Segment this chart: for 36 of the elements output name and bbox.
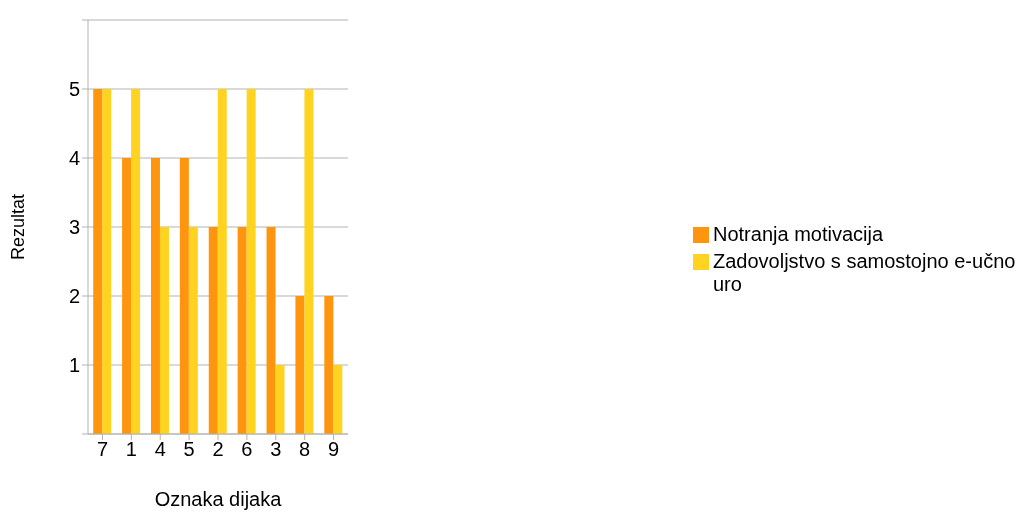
bar — [188, 227, 198, 434]
x-tick-label: 4 — [154, 438, 166, 461]
bar — [179, 158, 189, 434]
x-axis-title: Oznaka dijaka — [154, 488, 283, 510]
bar — [93, 89, 103, 434]
x-tick-label: 7 — [96, 438, 109, 461]
y-tick-label: 5 — [68, 78, 80, 101]
bar — [122, 158, 132, 434]
bar — [217, 89, 227, 434]
y-axis-title: Rezultat — [8, 193, 29, 261]
x-tick-label: 5 — [183, 438, 195, 461]
bar — [275, 365, 285, 434]
bar — [266, 227, 276, 434]
y-tick-label: 1 — [68, 354, 80, 377]
x-tick-label: 3 — [270, 438, 282, 461]
bar — [208, 227, 218, 434]
x-tick-label: 2 — [212, 438, 224, 461]
y-tick-label: 2 — [68, 285, 80, 308]
x-tick-label: 9 — [327, 438, 340, 461]
x-tick-label: 8 — [299, 438, 311, 461]
bar — [295, 296, 305, 434]
y-tick-label: 4 — [68, 147, 80, 170]
bar — [131, 89, 141, 434]
x-tick-label: 1 — [125, 438, 137, 461]
bar — [102, 89, 112, 434]
bar — [333, 365, 343, 434]
bar — [246, 89, 256, 434]
bar — [150, 158, 160, 434]
legend-label: Zadovoljstvo s samostojno e-učno uro — [713, 249, 1017, 296]
bar — [159, 227, 169, 434]
y-tick-label: 3 — [68, 216, 80, 239]
bar — [324, 296, 334, 434]
bar — [304, 89, 314, 434]
bar — [237, 227, 247, 434]
legend-label: Notranja motivacija — [713, 222, 884, 246]
x-tick-label: 6 — [241, 438, 253, 461]
